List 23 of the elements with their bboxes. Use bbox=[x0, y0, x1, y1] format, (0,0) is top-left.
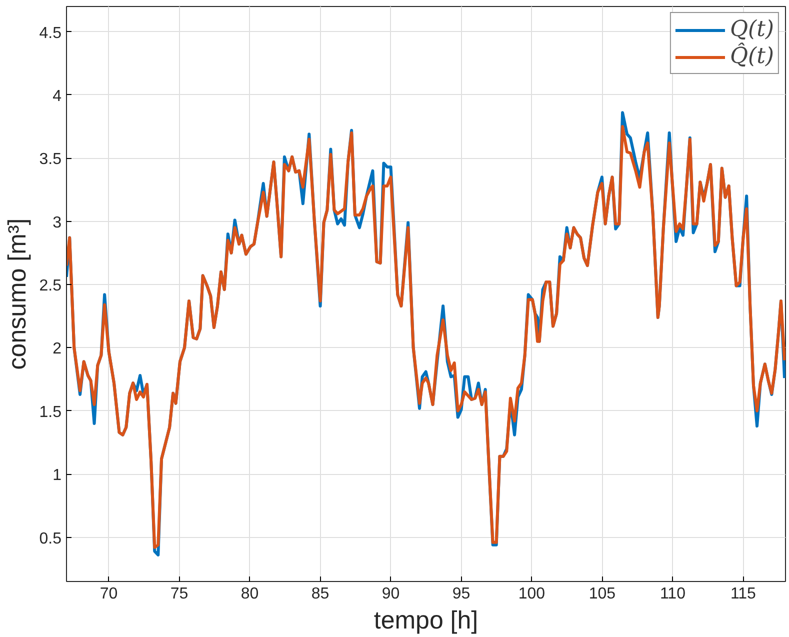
y-tick-label: 2.5 bbox=[39, 278, 62, 295]
y-tick-label: 3 bbox=[52, 214, 62, 232]
y-tick-label: 0.5 bbox=[39, 530, 62, 548]
x-tick-label: 90 bbox=[382, 586, 400, 602]
x-tick-label: 95 bbox=[452, 586, 470, 602]
x-tick-label: 70 bbox=[100, 586, 118, 602]
y-tick-label: 1.5 bbox=[39, 404, 62, 421]
y-tick-label: 4.5 bbox=[39, 24, 62, 42]
x-tick-label: 80 bbox=[240, 586, 259, 602]
y-tick-label: 4 bbox=[52, 88, 62, 105]
x-tick-label: 100 bbox=[518, 586, 546, 602]
x-axis-title: tempo [h] bbox=[374, 606, 478, 634]
y-tick-label: 1 bbox=[52, 467, 62, 484]
x-tick-label: 75 bbox=[170, 586, 188, 602]
x-tick-label: 115 bbox=[730, 586, 756, 602]
y-tick-label: 3.5 bbox=[39, 151, 62, 168]
x-tick-label: 85 bbox=[311, 586, 330, 602]
y-axis-title: consumo [m³] bbox=[3, 218, 32, 370]
x-tick-label: 105 bbox=[588, 586, 616, 602]
y-tick-label: 2 bbox=[52, 340, 62, 358]
x-tick-label: 110 bbox=[660, 586, 686, 602]
legend-label: Q(t) bbox=[730, 17, 774, 42]
legend-label: Q̂(t) bbox=[730, 44, 774, 69]
